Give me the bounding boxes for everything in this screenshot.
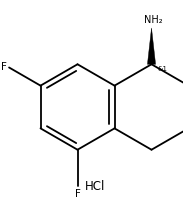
- Text: F: F: [1, 62, 7, 73]
- Text: NH₂: NH₂: [144, 15, 163, 25]
- Text: F: F: [75, 189, 80, 199]
- Text: HCl: HCl: [85, 180, 105, 193]
- Text: &1: &1: [157, 66, 167, 72]
- Polygon shape: [147, 28, 156, 64]
